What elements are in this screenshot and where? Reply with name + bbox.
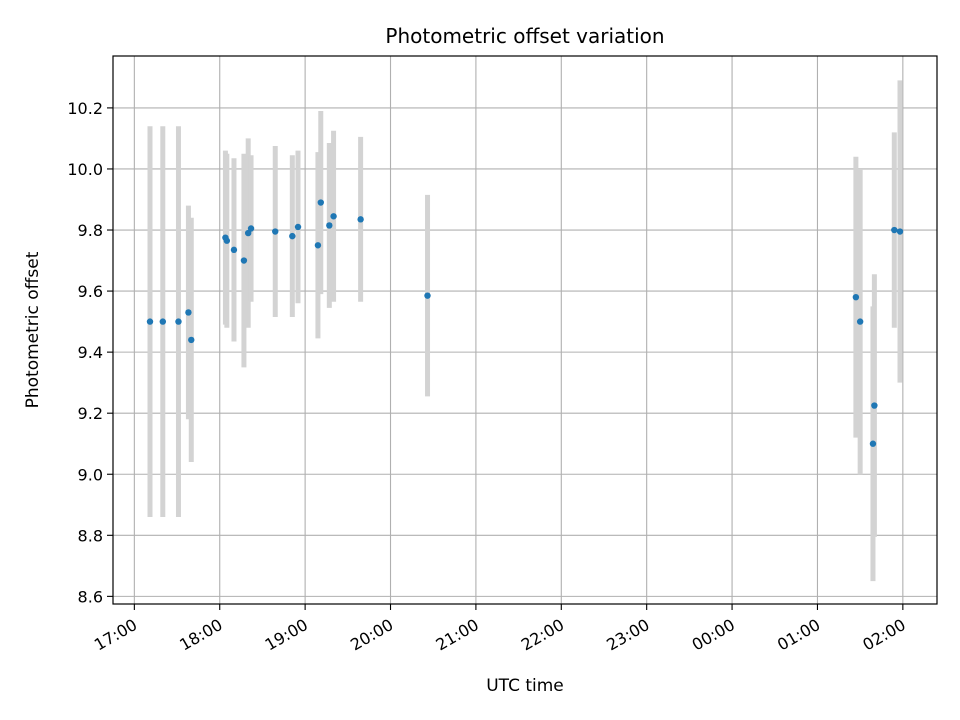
data-point [871,402,878,409]
data-point [244,229,252,237]
y-tick-label: 8.6 [78,587,103,606]
data-point [317,199,324,206]
data-point [159,318,167,325]
data-point [175,318,182,325]
y-tick-label: 9.4 [78,343,103,362]
data-point [272,228,279,235]
x-axis-title: UTC time [486,676,564,696]
data-point [869,440,877,447]
data-point [188,336,195,344]
data-point [247,225,255,232]
y-axis-title: Photometric offset [23,251,43,408]
data-point [330,213,337,220]
data-point [856,318,864,325]
y-tick-label: 9.0 [78,465,103,484]
data-point [289,232,296,240]
data-point [185,309,192,316]
y-tick-label: 9.6 [78,282,103,301]
data-point [146,318,154,325]
y-tick-label: 10.0 [67,160,103,179]
data-point [357,216,364,223]
chart-title: Photometric offset variation [385,24,664,48]
y-tick-label: 8.8 [78,526,103,545]
data-point [240,257,248,264]
y-tick-label: 9.8 [78,221,103,240]
data-point [294,223,302,231]
data-point [852,293,860,301]
data-point [424,292,431,299]
data-point [896,228,904,235]
plot-frame [112,55,938,605]
data-points [146,199,904,447]
grid [113,56,937,604]
data-point [223,237,231,244]
data-point [891,226,898,234]
y-tick-label: 10.2 [67,99,103,118]
data-point [230,246,238,254]
y-axis-ticks: 8.6 8.8 9.0 9.2 9.4 9.6 9.8 10.0 10.2 [67,99,113,606]
data-point [326,222,333,229]
y-tick-label: 9.2 [78,404,103,423]
data-point [314,242,322,249]
